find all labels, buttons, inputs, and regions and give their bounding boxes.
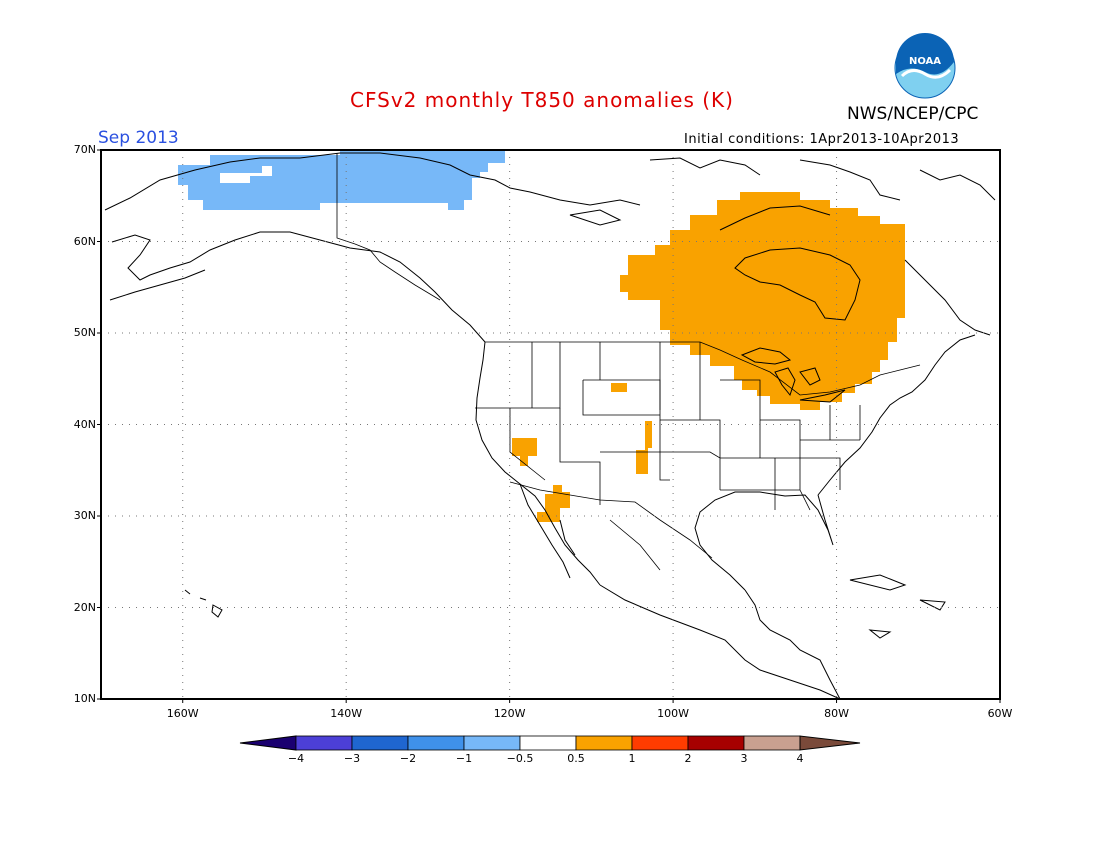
- colorbar-tick-label: −3: [343, 752, 361, 765]
- forecast-period: Sep 2013: [98, 128, 179, 148]
- colorbar-tick-label: 3: [740, 752, 748, 765]
- warm-anomaly-new-mexico: [636, 421, 652, 474]
- lon-label: 100W: [657, 707, 690, 720]
- lon-label: 80W: [824, 707, 849, 720]
- colorbar-tick-label: 1: [628, 752, 636, 765]
- colorbar-tick-label: −2: [399, 752, 417, 765]
- colorbar-tick-label: 4: [796, 752, 804, 765]
- warm-anomaly-nevada: [512, 438, 537, 466]
- warm-anomaly-gulf-california: [537, 485, 570, 522]
- cold-anomaly-region: [178, 150, 505, 210]
- chart-title: CFSv2 monthly T850 anomalies (K): [350, 88, 734, 112]
- colorbar-tick-label: −4: [287, 752, 305, 765]
- initial-conditions: Initial conditions: 1Apr2013-10Apr2013: [684, 132, 960, 147]
- lat-label: 40N: [73, 417, 96, 431]
- colorbar-tick-label: 0.5: [567, 752, 585, 765]
- colorbar-tick-label: −1: [455, 752, 473, 765]
- lat-label: 50N: [73, 326, 96, 339]
- coastlines: [104, 152, 996, 699]
- anomaly-shading: [178, 150, 905, 522]
- colorbar-tick-label: −0.5: [506, 752, 534, 765]
- lat-label: 70N: [73, 143, 96, 156]
- colorbar-tick-label: 2: [684, 752, 692, 765]
- warm-anomaly-colorado: [611, 383, 627, 392]
- warm-anomaly-canada: [620, 192, 905, 410]
- lon-label: 60W: [987, 707, 1013, 720]
- lat-label: 20N: [73, 600, 96, 614]
- lat-label: 10N: [73, 692, 96, 705]
- lat-label: 30N: [73, 509, 96, 522]
- lon-label: 120W: [493, 707, 526, 720]
- lat-label: 60N: [73, 234, 96, 248]
- agency-label: NWS/NCEP/CPC: [847, 104, 979, 124]
- lon-label: 160W: [166, 707, 199, 720]
- lon-label: 140W: [330, 707, 363, 720]
- political-borders: [336, 153, 921, 571]
- lat-lon-grid: [101, 150, 1000, 699]
